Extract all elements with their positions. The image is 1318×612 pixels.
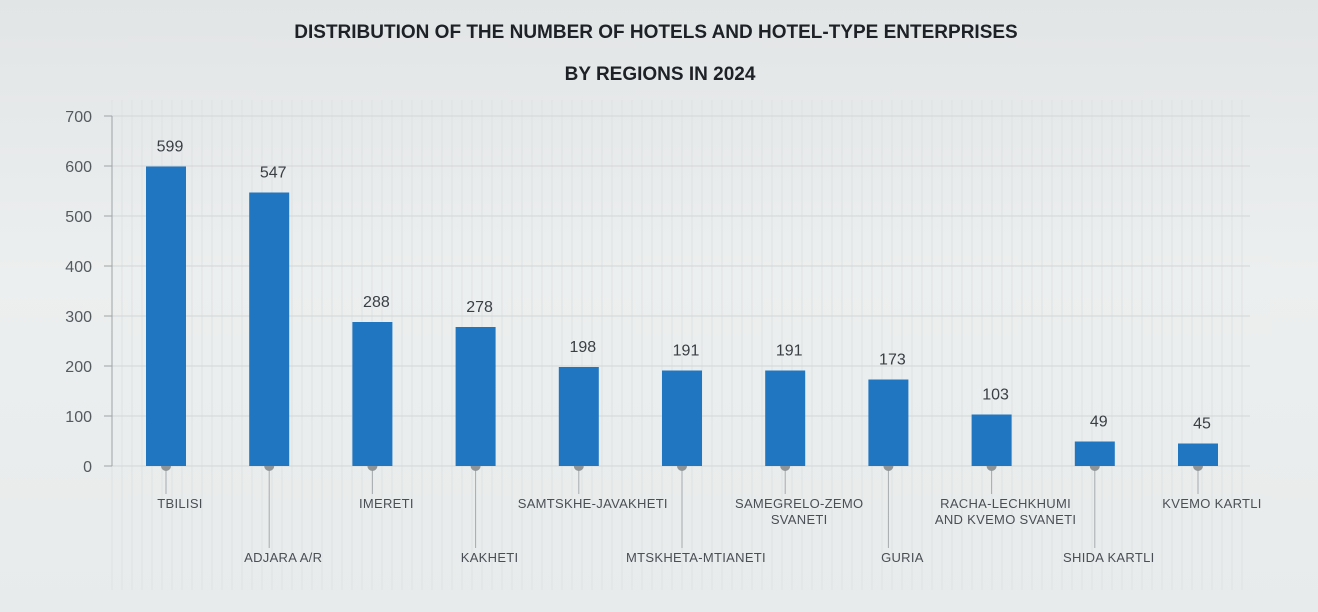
- y-tick-label: 600: [65, 159, 92, 176]
- y-tick-label: 200: [65, 359, 92, 376]
- category-label: SHIDA KARTLI: [1063, 550, 1155, 565]
- bar: [1178, 443, 1218, 466]
- bar: [455, 327, 496, 466]
- category-label: GURIA: [881, 550, 924, 565]
- bars-group: [146, 166, 1218, 466]
- value-label: 288: [363, 294, 390, 311]
- y-tick-label: 0: [83, 459, 92, 476]
- value-label: 599: [157, 139, 184, 156]
- y-tick-label: 300: [65, 309, 92, 326]
- bar: [558, 367, 599, 466]
- bar: [868, 379, 909, 466]
- chart-subtitle: BY REGIONS IN 2024: [565, 64, 756, 85]
- bar: [971, 414, 1012, 466]
- category-label-line: RACHA-LECHKHUMI: [940, 496, 1071, 511]
- value-label: 49: [1090, 414, 1108, 431]
- value-label: 103: [982, 387, 1009, 404]
- y-tick-label: 100: [65, 409, 92, 426]
- category-label-line: SVANETI: [771, 512, 828, 527]
- bar: [146, 166, 186, 466]
- category-label: TBILISI: [157, 496, 202, 511]
- y-tick-label: 500: [65, 209, 92, 226]
- category-label-line: AND KVEMO SVANETI: [935, 512, 1076, 527]
- category-label-line: SAMTSKHE-JAVAKHETI: [518, 496, 668, 511]
- category-label: IMERETI: [359, 496, 414, 511]
- bar: [1074, 441, 1115, 466]
- y-tick-label: 400: [65, 259, 92, 276]
- category-label-line: SAMEGRELO-ZEMO: [735, 496, 863, 511]
- bar: [249, 192, 290, 466]
- bar: [352, 322, 393, 466]
- value-label: 278: [466, 299, 493, 316]
- category-label: KVEMO KARTLI: [1162, 496, 1261, 511]
- chart-title: DISTRIBUTION OF THE NUMBER OF HOTELS AND…: [294, 22, 1017, 43]
- value-labels-group: 599 547 288 278 198 191 191 173 103 49 45: [157, 139, 1211, 433]
- value-label: 45: [1193, 416, 1211, 433]
- value-label: 191: [776, 343, 803, 360]
- y-axis: 0 100 200 300 400 500 600 700: [65, 109, 1250, 476]
- category-label: ADJARA A/R: [244, 550, 322, 565]
- value-label: 173: [879, 352, 906, 369]
- category-label: MTSKHETA-MTIANETI: [626, 550, 766, 565]
- grid-background: [111, 100, 1243, 590]
- category-label: SAMEGRELO-ZEMO SVANETI: [735, 496, 863, 527]
- category-labels-group: TBILISI ADJARA A/R IMERETI KAKHETI SAMTSKHE-…: [157, 496, 1261, 565]
- value-label: 198: [569, 339, 596, 356]
- category-label-line: KVEMO KARTLI: [1162, 496, 1261, 511]
- category-label-line: GURIA: [881, 550, 924, 565]
- bar: [765, 370, 806, 466]
- category-label-line: KAKHETI: [461, 550, 519, 565]
- category-label-line: MTSKHETA-MTIANETI: [626, 550, 766, 565]
- category-label: RACHA-LECHKHUMI AND KVEMO SVANETI: [935, 496, 1076, 527]
- category-label-line: IMERETI: [359, 496, 414, 511]
- category-label-line: SHIDA KARTLI: [1063, 550, 1155, 565]
- category-label: SAMTSKHE-JAVAKHETI: [518, 496, 668, 511]
- value-label: 191: [673, 343, 700, 360]
- category-label-line: TBILISI: [157, 496, 202, 511]
- y-tick-label: 700: [65, 109, 92, 126]
- value-label: 547: [260, 165, 287, 182]
- category-label-line: ADJARA A/R: [244, 550, 322, 565]
- bar: [662, 370, 702, 466]
- category-label: KAKHETI: [461, 550, 519, 565]
